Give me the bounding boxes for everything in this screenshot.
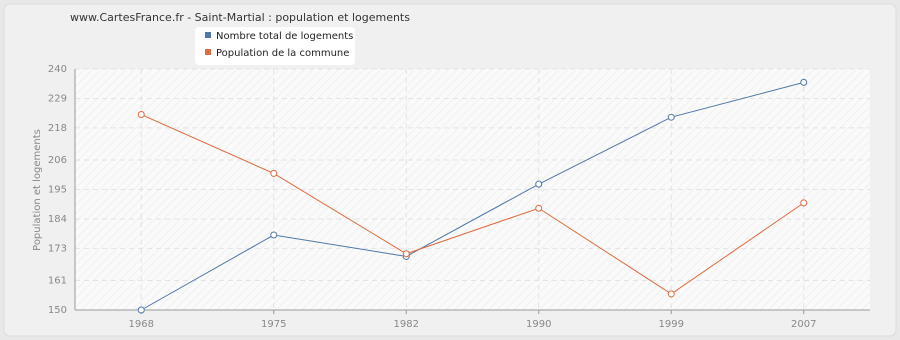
y-tick-label: 229 xyxy=(48,93,67,104)
legend xyxy=(195,27,355,65)
point xyxy=(667,113,675,121)
x-tick-label: 1975 xyxy=(261,319,286,330)
x-tick-label: 1990 xyxy=(526,319,551,330)
point xyxy=(270,169,278,177)
legend-label: Nombre total de logements xyxy=(216,31,353,42)
point xyxy=(137,111,145,119)
point xyxy=(535,204,543,212)
x-tick-label: 1999 xyxy=(659,319,684,330)
y-tick-label: 173 xyxy=(48,243,67,254)
point xyxy=(270,231,278,239)
legend-swatch xyxy=(205,49,211,55)
y-tick-label: 218 xyxy=(48,123,67,134)
legend-label: Population de la commune xyxy=(216,48,349,59)
x-tick-label: 1982 xyxy=(394,319,419,330)
point xyxy=(667,290,675,298)
y-tick-label: 150 xyxy=(48,305,67,316)
legend-swatch xyxy=(205,32,211,38)
point xyxy=(800,199,808,207)
y-axis-label: Population et logements xyxy=(32,129,43,251)
point xyxy=(402,250,410,258)
series-line xyxy=(141,114,805,295)
y-tick-label: 161 xyxy=(48,276,67,287)
x-tick-label: 2007 xyxy=(791,319,816,330)
point xyxy=(535,180,543,188)
y-tick-label: 184 xyxy=(48,214,67,225)
point xyxy=(137,306,145,314)
y-tick-label: 206 xyxy=(48,155,67,166)
point xyxy=(800,78,808,86)
y-tick-label: 195 xyxy=(48,185,67,196)
y-tick-label: 240 xyxy=(48,64,67,75)
chart-title: www.CartesFrance.fr - Saint-Martial : po… xyxy=(70,11,410,24)
x-tick-label: 1968 xyxy=(129,319,154,330)
series-line xyxy=(141,81,804,311)
